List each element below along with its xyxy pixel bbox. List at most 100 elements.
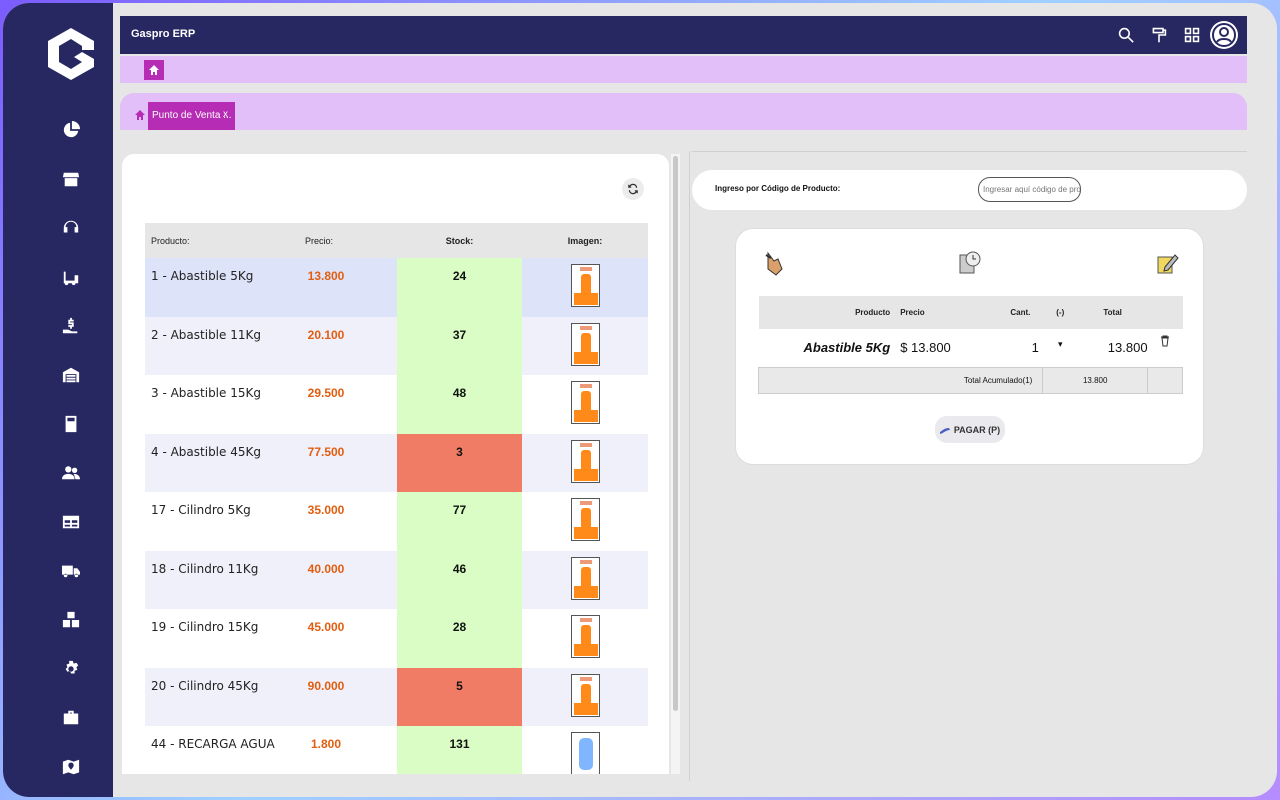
total-accumulated-label: Total Acumulado(1) — [757, 366, 1044, 394]
truck-icon[interactable] — [58, 558, 84, 584]
product-price: 90.000 — [305, 667, 397, 726]
hand-money-icon[interactable] — [58, 313, 84, 339]
tab-home-icon[interactable] — [134, 108, 146, 120]
paint-roller-icon[interactable] — [1149, 25, 1169, 45]
boxes-icon[interactable] — [58, 607, 84, 633]
product-stock: 37 — [397, 316, 522, 375]
gas-cylinder-image — [570, 381, 600, 424]
refresh-icon — [628, 183, 638, 195]
user-avatar-icon[interactable] — [1210, 21, 1238, 49]
product-row[interactable]: 2 - Abastible 11Kg 20.100 37 — [145, 316, 648, 375]
cart-item-price: $ 13.800 — [900, 340, 951, 356]
header-image: Imagen: — [522, 223, 648, 258]
product-row[interactable]: 17 - Cilindro 5Kg 35.000 77 — [145, 492, 648, 551]
product-name: 2 - Abastible 11Kg — [145, 316, 305, 375]
product-price: 35.000 — [305, 492, 397, 551]
product-row[interactable]: 18 - Cilindro 11Kg 40.000 46 — [145, 550, 648, 609]
product-price: 40.000 — [305, 550, 397, 609]
users-icon[interactable] — [58, 460, 84, 486]
qty-decrease-button[interactable]: ▾ — [1058, 339, 1063, 349]
calculator-icon[interactable] — [58, 411, 84, 437]
products-header-row: Producto: Precio: Stock: Imagen: — [145, 223, 648, 258]
map-icon[interactable] — [58, 754, 84, 780]
edit-pencil-icon[interactable] — [1155, 249, 1179, 277]
pay-button-label: PAGAR (P) — [953, 424, 1001, 435]
cart-item-product: Abastible 5Kg — [803, 340, 891, 356]
products-table: Producto: Precio: Stock: Imagen: 1 - Aba… — [145, 223, 648, 774]
product-name: 18 - Cilindro 11Kg — [145, 550, 305, 609]
product-code-input[interactable] — [978, 177, 1081, 202]
tab-bar: Punto de Venta ... x — [120, 93, 1247, 130]
scrollbar-thumb[interactable] — [673, 156, 678, 711]
store-icon[interactable] — [58, 166, 84, 192]
cart-header-qty: Cant. — [997, 296, 1043, 329]
search-icon[interactable] — [1116, 25, 1136, 45]
total-accumulated-value: 13.800 — [1042, 366, 1149, 394]
hand-point-icon[interactable] — [762, 249, 786, 277]
gear-icon[interactable] — [58, 656, 84, 682]
product-stock: 24 — [397, 258, 522, 317]
app-window: Gaspro ERP Punto de Venta ... x Producto… — [3, 3, 1277, 797]
gas-cylinder-image — [570, 439, 600, 483]
tab-punto-de-venta[interactable]: Punto de Venta ... x — [148, 102, 235, 130]
refresh-button[interactable] — [622, 178, 644, 200]
home-button[interactable] — [144, 60, 164, 80]
product-price: 29.500 — [305, 375, 397, 434]
code-entry-label: Ingreso por Código de Producto: — [715, 184, 841, 193]
panel-divider — [689, 151, 690, 781]
product-row[interactable]: 3 - Abastible 15Kg 29.500 48 — [145, 375, 648, 434]
cart-item-qty[interactable]: 1 — [1031, 340, 1039, 356]
cart-item-total: 13.800 — [1107, 340, 1148, 356]
pay-button[interactable]: PAGAR (P) — [935, 416, 1005, 443]
tab-label: Punto de Venta ... — [152, 110, 232, 121]
cart-header-row: Producto Precio Cant. (-) Total — [758, 296, 1183, 329]
product-stock: 5 — [397, 667, 522, 726]
product-price: 20.100 — [305, 316, 397, 375]
trash-icon[interactable] — [1160, 335, 1170, 347]
header-price: Precio: — [305, 223, 397, 258]
product-row[interactable]: 19 - Cilindro 15Kg 45.000 28 — [145, 609, 648, 668]
header-product: Producto: — [145, 223, 305, 258]
product-price: 45.000 — [305, 609, 397, 668]
product-name: 3 - Abastible 15Kg — [145, 375, 305, 434]
gaspro-logo[interactable] — [46, 26, 96, 82]
product-price: 13.800 — [305, 258, 397, 317]
product-row[interactable]: 20 - Cilindro 45Kg 90.000 5 — [145, 667, 648, 726]
clock-icon[interactable] — [958, 249, 982, 277]
cart-total-row: Total Acumulado(1) 13.800 — [757, 366, 1183, 394]
home-bar — [120, 56, 1247, 83]
cart-header-minus: (-) — [1042, 296, 1078, 329]
app-title: Gaspro ERP — [131, 28, 196, 40]
products-scrollbar[interactable] — [671, 154, 680, 774]
gas-cylinder-image — [570, 615, 600, 658]
forklift-icon[interactable] — [58, 264, 84, 290]
product-price: 1.800 — [305, 726, 397, 774]
gas-cylinder-image — [570, 673, 600, 717]
cart-header-total: Total — [1077, 296, 1148, 329]
headset-icon[interactable] — [58, 215, 84, 241]
header-stock: Stock: — [397, 223, 522, 258]
table-icon[interactable] — [58, 509, 84, 535]
tab-close-button[interactable]: x — [223, 109, 228, 120]
product-name: 19 - Cilindro 15Kg — [145, 609, 305, 668]
warehouse-icon[interactable] — [58, 362, 84, 388]
grid-icon[interactable] — [1182, 25, 1202, 45]
cart-panel: Producto Precio Cant. (-) Total Abastibl… — [735, 228, 1204, 465]
gas-cylinder-image — [570, 498, 600, 541]
product-name: 44 - RECARGA AGUA — [145, 726, 305, 774]
product-name: 4 - Abastible 45Kg — [145, 433, 305, 492]
product-row[interactable]: 44 - RECARGA AGUA 1.800 131 — [145, 726, 648, 774]
product-row[interactable]: 1 - Abastible 5Kg 13.800 24 — [145, 258, 648, 317]
product-row[interactable]: 4 - Abastible 45Kg 77.500 3 — [145, 433, 648, 492]
panel-top-line — [692, 151, 1247, 152]
gas-cylinder-image — [570, 556, 600, 600]
pie-chart-icon[interactable] — [58, 117, 84, 143]
home-icon — [149, 65, 159, 75]
gas-cylinder-image — [570, 264, 600, 307]
product-stock: 131 — [397, 726, 522, 774]
briefcase-icon[interactable] — [58, 705, 84, 731]
product-stock: 77 — [397, 492, 522, 551]
cart-item-row[interactable]: Abastible 5Kg $ 13.800 1 ▾ 13.800 — [759, 329, 1183, 367]
product-name: 1 - Abastible 5Kg — [145, 258, 305, 317]
top-bar: Gaspro ERP — [120, 16, 1247, 54]
